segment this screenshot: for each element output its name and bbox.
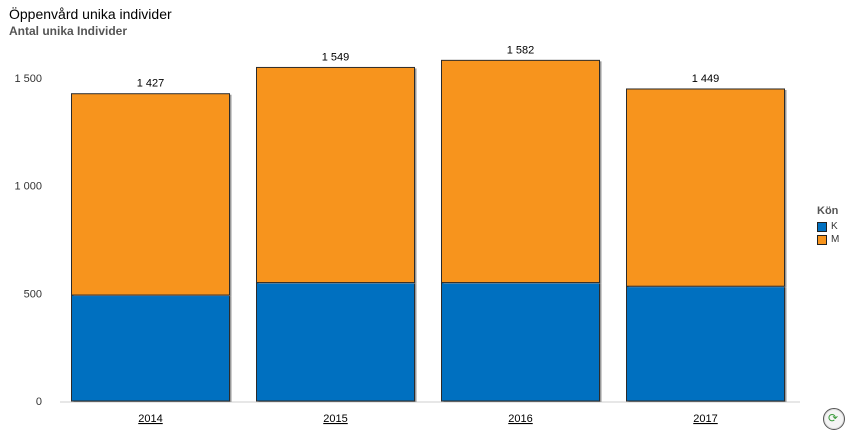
x-tick-label: 2014 — [138, 413, 162, 425]
bar-total-label: 1 549 — [322, 51, 350, 63]
bar-segment-m-2014 — [71, 93, 230, 296]
bar-total-label: 1 427 — [137, 78, 165, 90]
legend-item-m[interactable]: M — [817, 233, 839, 246]
y-tick-label: 500 — [24, 288, 42, 300]
x-tick-label: 2017 — [693, 413, 717, 425]
x-tick-label: 2016 — [508, 413, 532, 425]
bar-segment-m-2016 — [441, 59, 600, 284]
bar-segment-m-2017 — [626, 88, 785, 287]
legend-swatch-m — [817, 234, 827, 245]
chart-subtitle: Antal unika Individer — [9, 24, 128, 38]
legend-title: Kön — [817, 205, 839, 217]
legend-swatch-k — [817, 221, 827, 232]
bar-segment-k-2015 — [256, 282, 415, 402]
bar-segment-k-2016 — [441, 282, 600, 402]
spinner-glyph: ⟳ — [828, 411, 839, 425]
y-tick-label: 0 — [36, 396, 42, 408]
bar-total-label: 1 449 — [692, 73, 720, 85]
loading-spinner-icon[interactable]: ⟳ — [823, 408, 845, 430]
bar-total-label: 1 582 — [507, 44, 535, 56]
legend[interactable]: Kön K M — [817, 205, 839, 246]
legend-label-k: K — [831, 221, 838, 232]
x-tick-label: 2015 — [323, 413, 347, 425]
legend-label-m: M — [831, 234, 840, 245]
y-tick-label: 1 500 — [14, 73, 42, 85]
bar-segment-m-2015 — [256, 66, 415, 284]
y-tick-label: 1 000 — [14, 181, 42, 193]
chart-title: Öppenvård unika individer — [9, 6, 172, 22]
bar-segment-k-2017 — [626, 285, 785, 402]
legend-item-k[interactable]: K — [817, 220, 839, 233]
bar-segment-k-2014 — [71, 294, 230, 402]
